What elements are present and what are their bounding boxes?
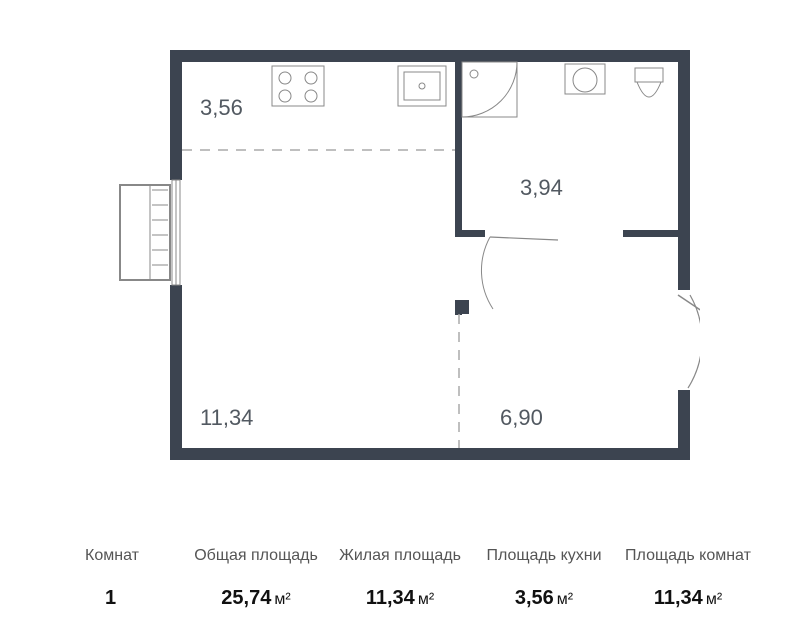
room-label-hallway: 6,90 bbox=[500, 405, 543, 431]
stat-label: Жилая площадь bbox=[328, 547, 472, 565]
stat-room-area: Площадь комнат 11,34м² bbox=[616, 547, 760, 610]
stat-value: 25,74м² bbox=[184, 587, 328, 610]
stat-label: Общая площадь bbox=[184, 547, 328, 565]
stat-kitchen-area: Площадь кухни 3,56м² bbox=[472, 547, 616, 610]
floorplan-svg bbox=[100, 40, 700, 480]
floorplan: 3,56 3,94 11,34 6,90 bbox=[100, 40, 700, 480]
stat-value: 3,56м² bbox=[472, 587, 616, 610]
stat-living-area: Жилая площадь 11,34м² bbox=[328, 547, 472, 610]
stat-label: Комнат bbox=[40, 547, 184, 565]
stat-rooms: Комнат 1 bbox=[40, 547, 184, 610]
stat-label: Площадь комнат bbox=[616, 547, 760, 565]
stat-total-area: Общая площадь 25,74м² bbox=[184, 547, 328, 610]
room-label-bathroom: 3,94 bbox=[520, 175, 563, 201]
stat-value: 11,34м² bbox=[328, 587, 472, 610]
room-label-kitchen: 3,56 bbox=[200, 95, 243, 121]
stat-value: 11,34м² bbox=[616, 587, 760, 610]
stats-row: Комнат 1 Общая площадь 25,74м² Жилая пло… bbox=[0, 547, 800, 610]
room-label-living: 11,34 bbox=[200, 405, 253, 431]
stat-label: Площадь кухни bbox=[472, 547, 616, 565]
stat-value: 1 bbox=[40, 587, 184, 610]
